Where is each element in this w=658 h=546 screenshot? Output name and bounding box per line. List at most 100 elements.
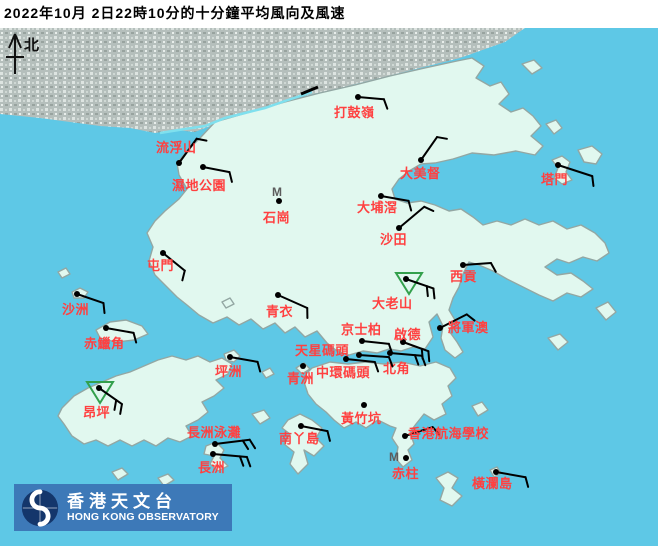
station: 大老山 [372, 272, 436, 311]
station: 沙田 [380, 205, 435, 247]
hko-logo: 香港天文台 HONG KONG OBSERVATORY [14, 484, 232, 531]
border-mark [300, 85, 319, 96]
station-dot [378, 193, 384, 199]
station: 塔門 [541, 162, 595, 188]
land-polygon [146, 57, 610, 359]
wind-barb [229, 356, 262, 373]
wind-barb [277, 294, 309, 320]
boundary-river [159, 90, 313, 135]
station-dot [343, 356, 349, 362]
station-dot [418, 157, 424, 163]
wind-barb [212, 453, 252, 468]
station-label: 北角 [383, 361, 410, 376]
station: 流浮山 [156, 137, 208, 166]
land-polygon [577, 145, 603, 165]
wind-barb [358, 354, 394, 368]
station-dot [160, 250, 166, 256]
station: 打鼓嶺 [334, 94, 389, 120]
station: 黃竹坑 [340, 402, 381, 426]
station-dot [402, 433, 408, 439]
station: 赤鱲角 [84, 325, 138, 351]
station: 大埔滘 [357, 193, 413, 215]
land-polygon [57, 355, 233, 447]
station-label: 大老山 [372, 296, 413, 311]
station: 屯門 [147, 250, 186, 282]
station: M 石崗 [262, 185, 290, 225]
station-dot [210, 451, 216, 457]
north-arrow-icon [6, 33, 24, 74]
station-dot [200, 164, 206, 170]
shenzhen-area [0, 28, 525, 133]
station-label: 大埔滘 [357, 200, 398, 215]
station-label: 將軍澳 [448, 320, 489, 335]
land-polygon [261, 367, 275, 379]
wind-barb [404, 426, 441, 437]
triangle-marker [394, 272, 424, 296]
missing-data-marker: M [272, 185, 282, 199]
wind-barb [405, 278, 436, 300]
station-dot [396, 225, 402, 231]
page-title: 2022年10月 2日22時10分的十分鐘平均風向及風速 [4, 5, 346, 21]
station-label: 啟德 [394, 327, 421, 342]
station-dot [356, 352, 362, 358]
land-polygon [157, 473, 175, 487]
station-dot [300, 363, 306, 369]
station-label: 青衣 [266, 304, 293, 319]
land-polygon [547, 333, 569, 351]
wind-barb [357, 96, 389, 110]
station-label: 石崗 [262, 210, 290, 225]
station: 青洲 [287, 363, 314, 386]
station-dot [176, 160, 182, 166]
station-label: 打鼓嶺 [334, 105, 375, 120]
land-polygon [251, 409, 271, 425]
station-dot [493, 469, 499, 475]
station-label: 屯門 [147, 258, 174, 273]
wind-barb [345, 358, 380, 373]
station: 南丫島 [279, 423, 331, 446]
land-polygon [221, 297, 235, 309]
station-label: 青洲 [287, 371, 314, 386]
station-dot [359, 338, 365, 344]
station-dot [361, 402, 367, 408]
station-dot [212, 441, 218, 447]
logo-english-name: HONG KONG OBSERVATORY [67, 510, 219, 523]
station-label: 大美督 [400, 166, 441, 181]
station-label: 京士柏 [341, 322, 382, 337]
station-dot [437, 325, 443, 331]
land-polygon [521, 59, 543, 75]
wind-barb [389, 352, 427, 367]
station-label: 沙洲 [62, 302, 89, 317]
station-dot [403, 276, 409, 282]
land-polygon [471, 401, 489, 417]
north-label: 北 [24, 37, 39, 54]
wind-barb [214, 438, 257, 451]
station-dot [403, 455, 409, 461]
wind-barb [178, 137, 208, 164]
wind-barb [439, 313, 476, 329]
wind-barb [420, 136, 448, 161]
wind-barb [202, 166, 233, 183]
station: 橫瀾島 [472, 469, 530, 491]
station-label: 香港航海學校 [407, 426, 490, 441]
station: 長洲泳灘 [187, 425, 257, 451]
station-dot [227, 354, 233, 360]
station-label: 中環碼頭 [316, 365, 371, 380]
wind-barb [76, 293, 106, 315]
station-dot [103, 325, 109, 331]
station: 天星碼頭 [295, 343, 394, 368]
station-label: 坪洲 [215, 364, 242, 379]
missing-data-marker: M [389, 450, 399, 464]
wind-barb [380, 195, 413, 212]
station-label: 橫瀾島 [472, 476, 513, 491]
station-label: 長洲 [198, 460, 225, 475]
station-label: 塔門 [541, 172, 568, 187]
station: 青衣 [266, 292, 309, 320]
logo-chinese-name: 香港天文台 [67, 491, 177, 511]
land-polygon [57, 267, 71, 279]
station-dot [460, 262, 466, 268]
station-dot [96, 385, 102, 391]
station: M 赤柱 [389, 450, 419, 481]
station-label: 長洲泳灘 [187, 425, 241, 440]
station-label: 赤鱲角 [84, 336, 125, 351]
